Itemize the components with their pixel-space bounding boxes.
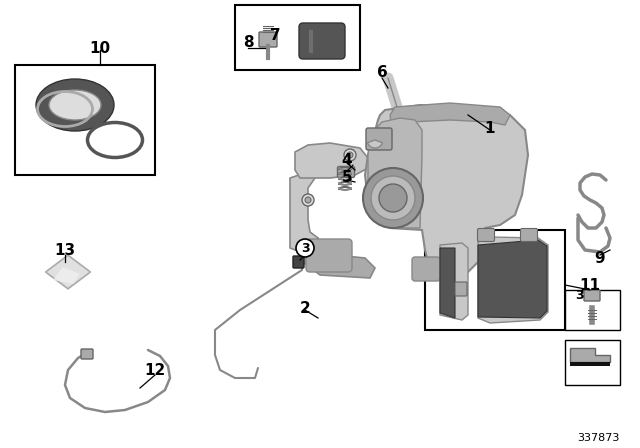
Polygon shape	[290, 172, 318, 255]
Text: 10: 10	[90, 40, 111, 56]
Text: 12: 12	[145, 362, 166, 378]
Polygon shape	[45, 255, 90, 289]
Bar	[235, 5, 360, 70]
FancyBboxPatch shape	[412, 257, 440, 281]
Polygon shape	[390, 103, 510, 128]
FancyBboxPatch shape	[366, 128, 392, 150]
Text: 6: 6	[376, 65, 387, 79]
FancyBboxPatch shape	[487, 253, 521, 281]
Polygon shape	[570, 362, 610, 366]
Polygon shape	[440, 243, 468, 320]
Circle shape	[363, 168, 423, 228]
Circle shape	[371, 176, 415, 220]
Circle shape	[347, 152, 353, 158]
Circle shape	[296, 239, 314, 257]
Text: 337873: 337873	[577, 433, 619, 443]
Bar	[15, 65, 155, 175]
FancyBboxPatch shape	[477, 228, 495, 241]
Polygon shape	[365, 105, 528, 278]
Ellipse shape	[49, 90, 101, 120]
FancyBboxPatch shape	[520, 228, 538, 241]
FancyBboxPatch shape	[455, 282, 467, 296]
Polygon shape	[478, 237, 548, 323]
Polygon shape	[478, 240, 547, 318]
Text: 3: 3	[301, 241, 309, 254]
Polygon shape	[368, 118, 422, 228]
Text: 2: 2	[300, 301, 310, 315]
Circle shape	[305, 197, 311, 203]
Polygon shape	[440, 248, 455, 318]
Text: 4: 4	[342, 152, 352, 168]
FancyBboxPatch shape	[81, 349, 93, 359]
Bar	[565, 290, 620, 330]
Polygon shape	[300, 238, 375, 278]
Text: 7: 7	[269, 27, 280, 43]
Text: 9: 9	[595, 250, 605, 266]
Polygon shape	[53, 267, 80, 284]
Text: 5: 5	[342, 169, 352, 185]
Text: 8: 8	[243, 34, 253, 49]
FancyBboxPatch shape	[306, 239, 352, 272]
Polygon shape	[295, 143, 368, 178]
Bar	[425, 230, 565, 330]
Text: 11: 11	[579, 277, 600, 293]
Polygon shape	[570, 348, 610, 362]
Wedge shape	[367, 140, 383, 148]
FancyBboxPatch shape	[337, 167, 355, 177]
FancyBboxPatch shape	[259, 32, 277, 47]
Ellipse shape	[36, 79, 114, 131]
Bar	[565, 340, 620, 385]
Text: 1: 1	[484, 121, 495, 135]
Text: 3: 3	[576, 289, 584, 302]
Text: 13: 13	[54, 242, 76, 258]
Circle shape	[379, 184, 407, 212]
FancyBboxPatch shape	[293, 256, 304, 268]
FancyBboxPatch shape	[299, 23, 345, 59]
Circle shape	[344, 149, 356, 161]
FancyBboxPatch shape	[584, 290, 600, 301]
Circle shape	[302, 194, 314, 206]
